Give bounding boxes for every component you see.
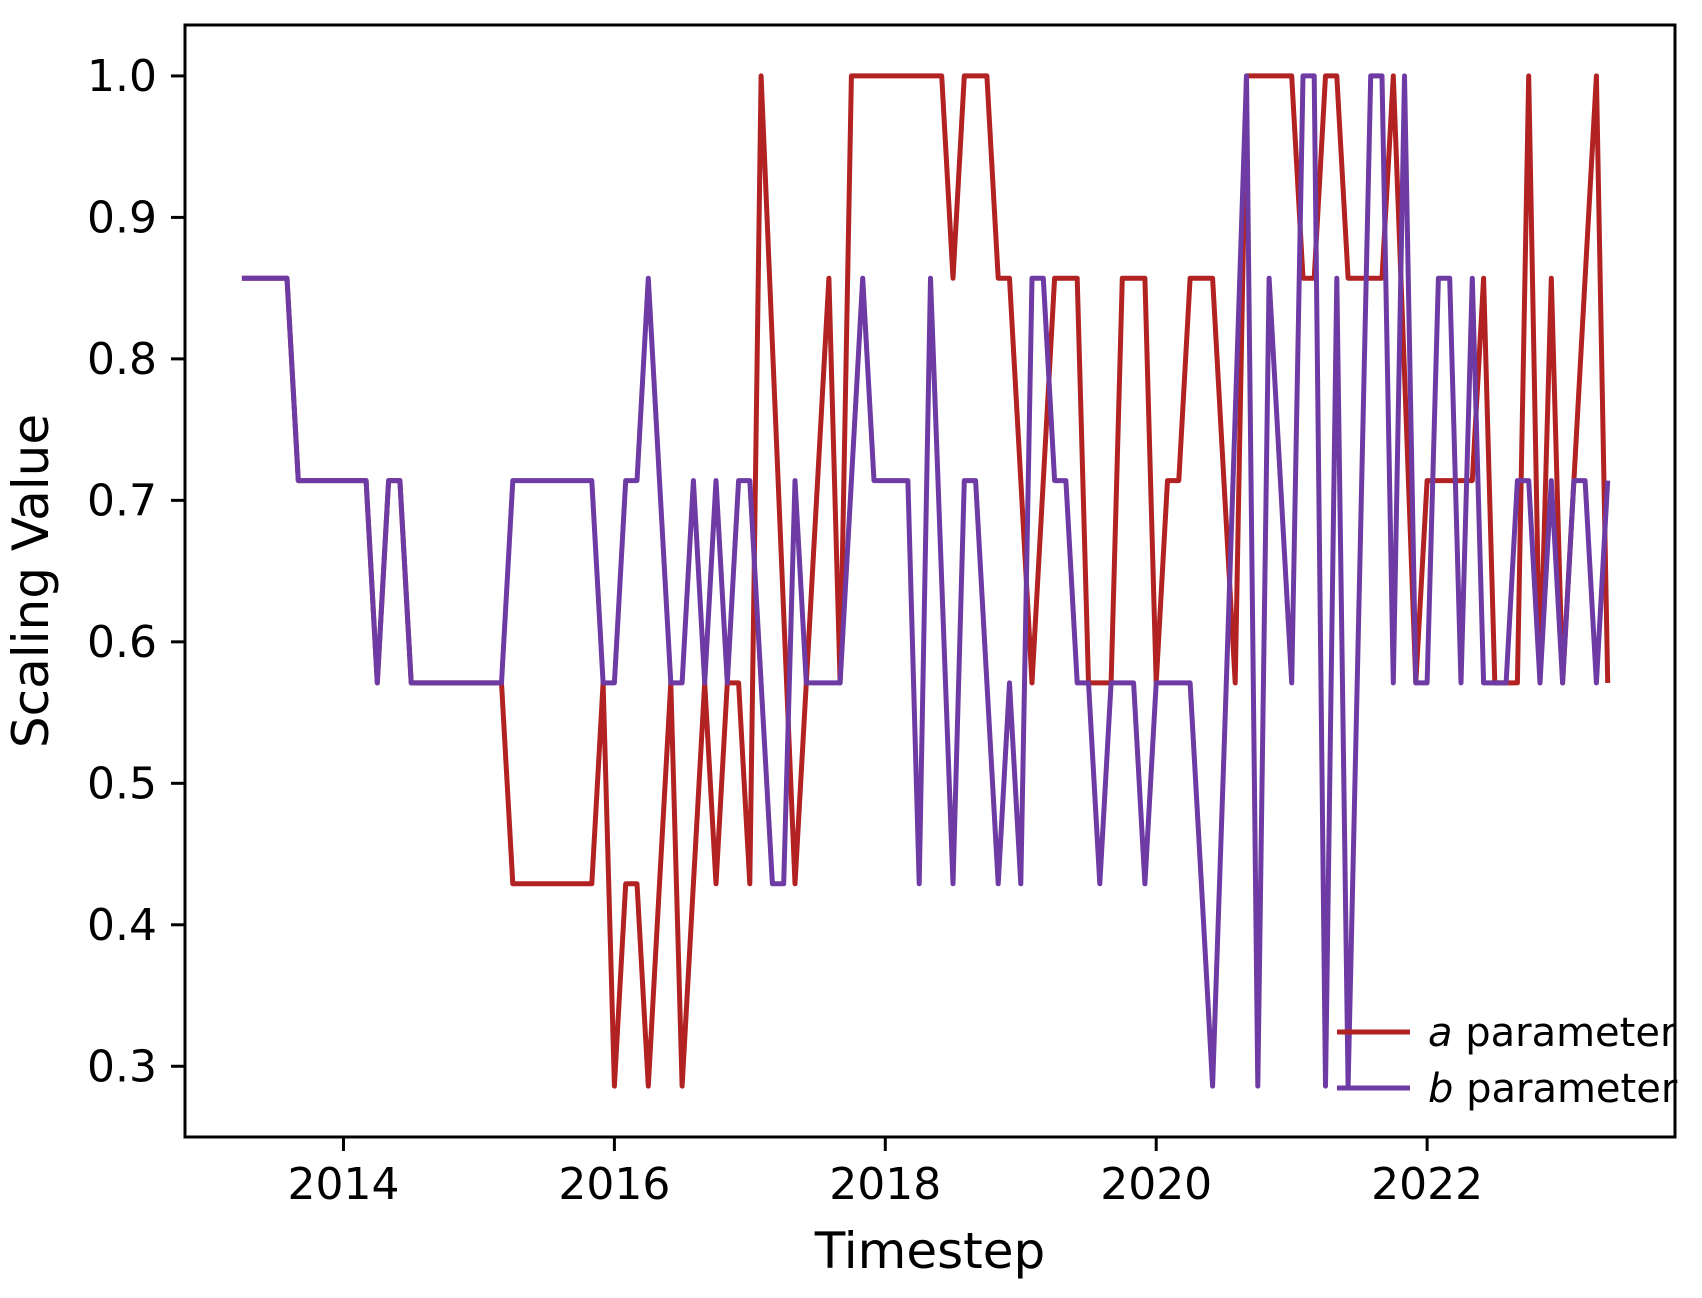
x-tick-label-2018: 2018 (829, 1159, 941, 1210)
y-tick-label-0.7: 0.7 (87, 475, 157, 526)
x-tick-label-2016: 2016 (558, 1159, 670, 1210)
x-tick-label-2022: 2022 (1371, 1159, 1483, 1210)
x-tick-label-2014: 2014 (287, 1159, 399, 1210)
legend-label-a: a parameter (1428, 1010, 1677, 1056)
y-tick-label-0.3: 0.3 (87, 1041, 157, 1092)
y-tick-label-0.8: 0.8 (87, 334, 157, 385)
series-b-line (241, 73, 1611, 1089)
y-tick-label-1.0: 1.0 (87, 51, 157, 102)
y-tick-label-0.6: 0.6 (87, 617, 157, 668)
y-tick-label-0.4: 0.4 (87, 900, 157, 951)
y-axis-label: Scaling Value (2, 414, 60, 748)
axes-frame (183, 23, 1677, 1139)
x-tick-label-2020: 2020 (1100, 1159, 1212, 1210)
legend-label-b: b parameter (1428, 1066, 1678, 1112)
x-axis-label: Timestep (814, 1222, 1046, 1280)
y-tick-label-0.9: 0.9 (87, 192, 157, 243)
y-tick-label-0.5: 0.5 (87, 758, 157, 809)
